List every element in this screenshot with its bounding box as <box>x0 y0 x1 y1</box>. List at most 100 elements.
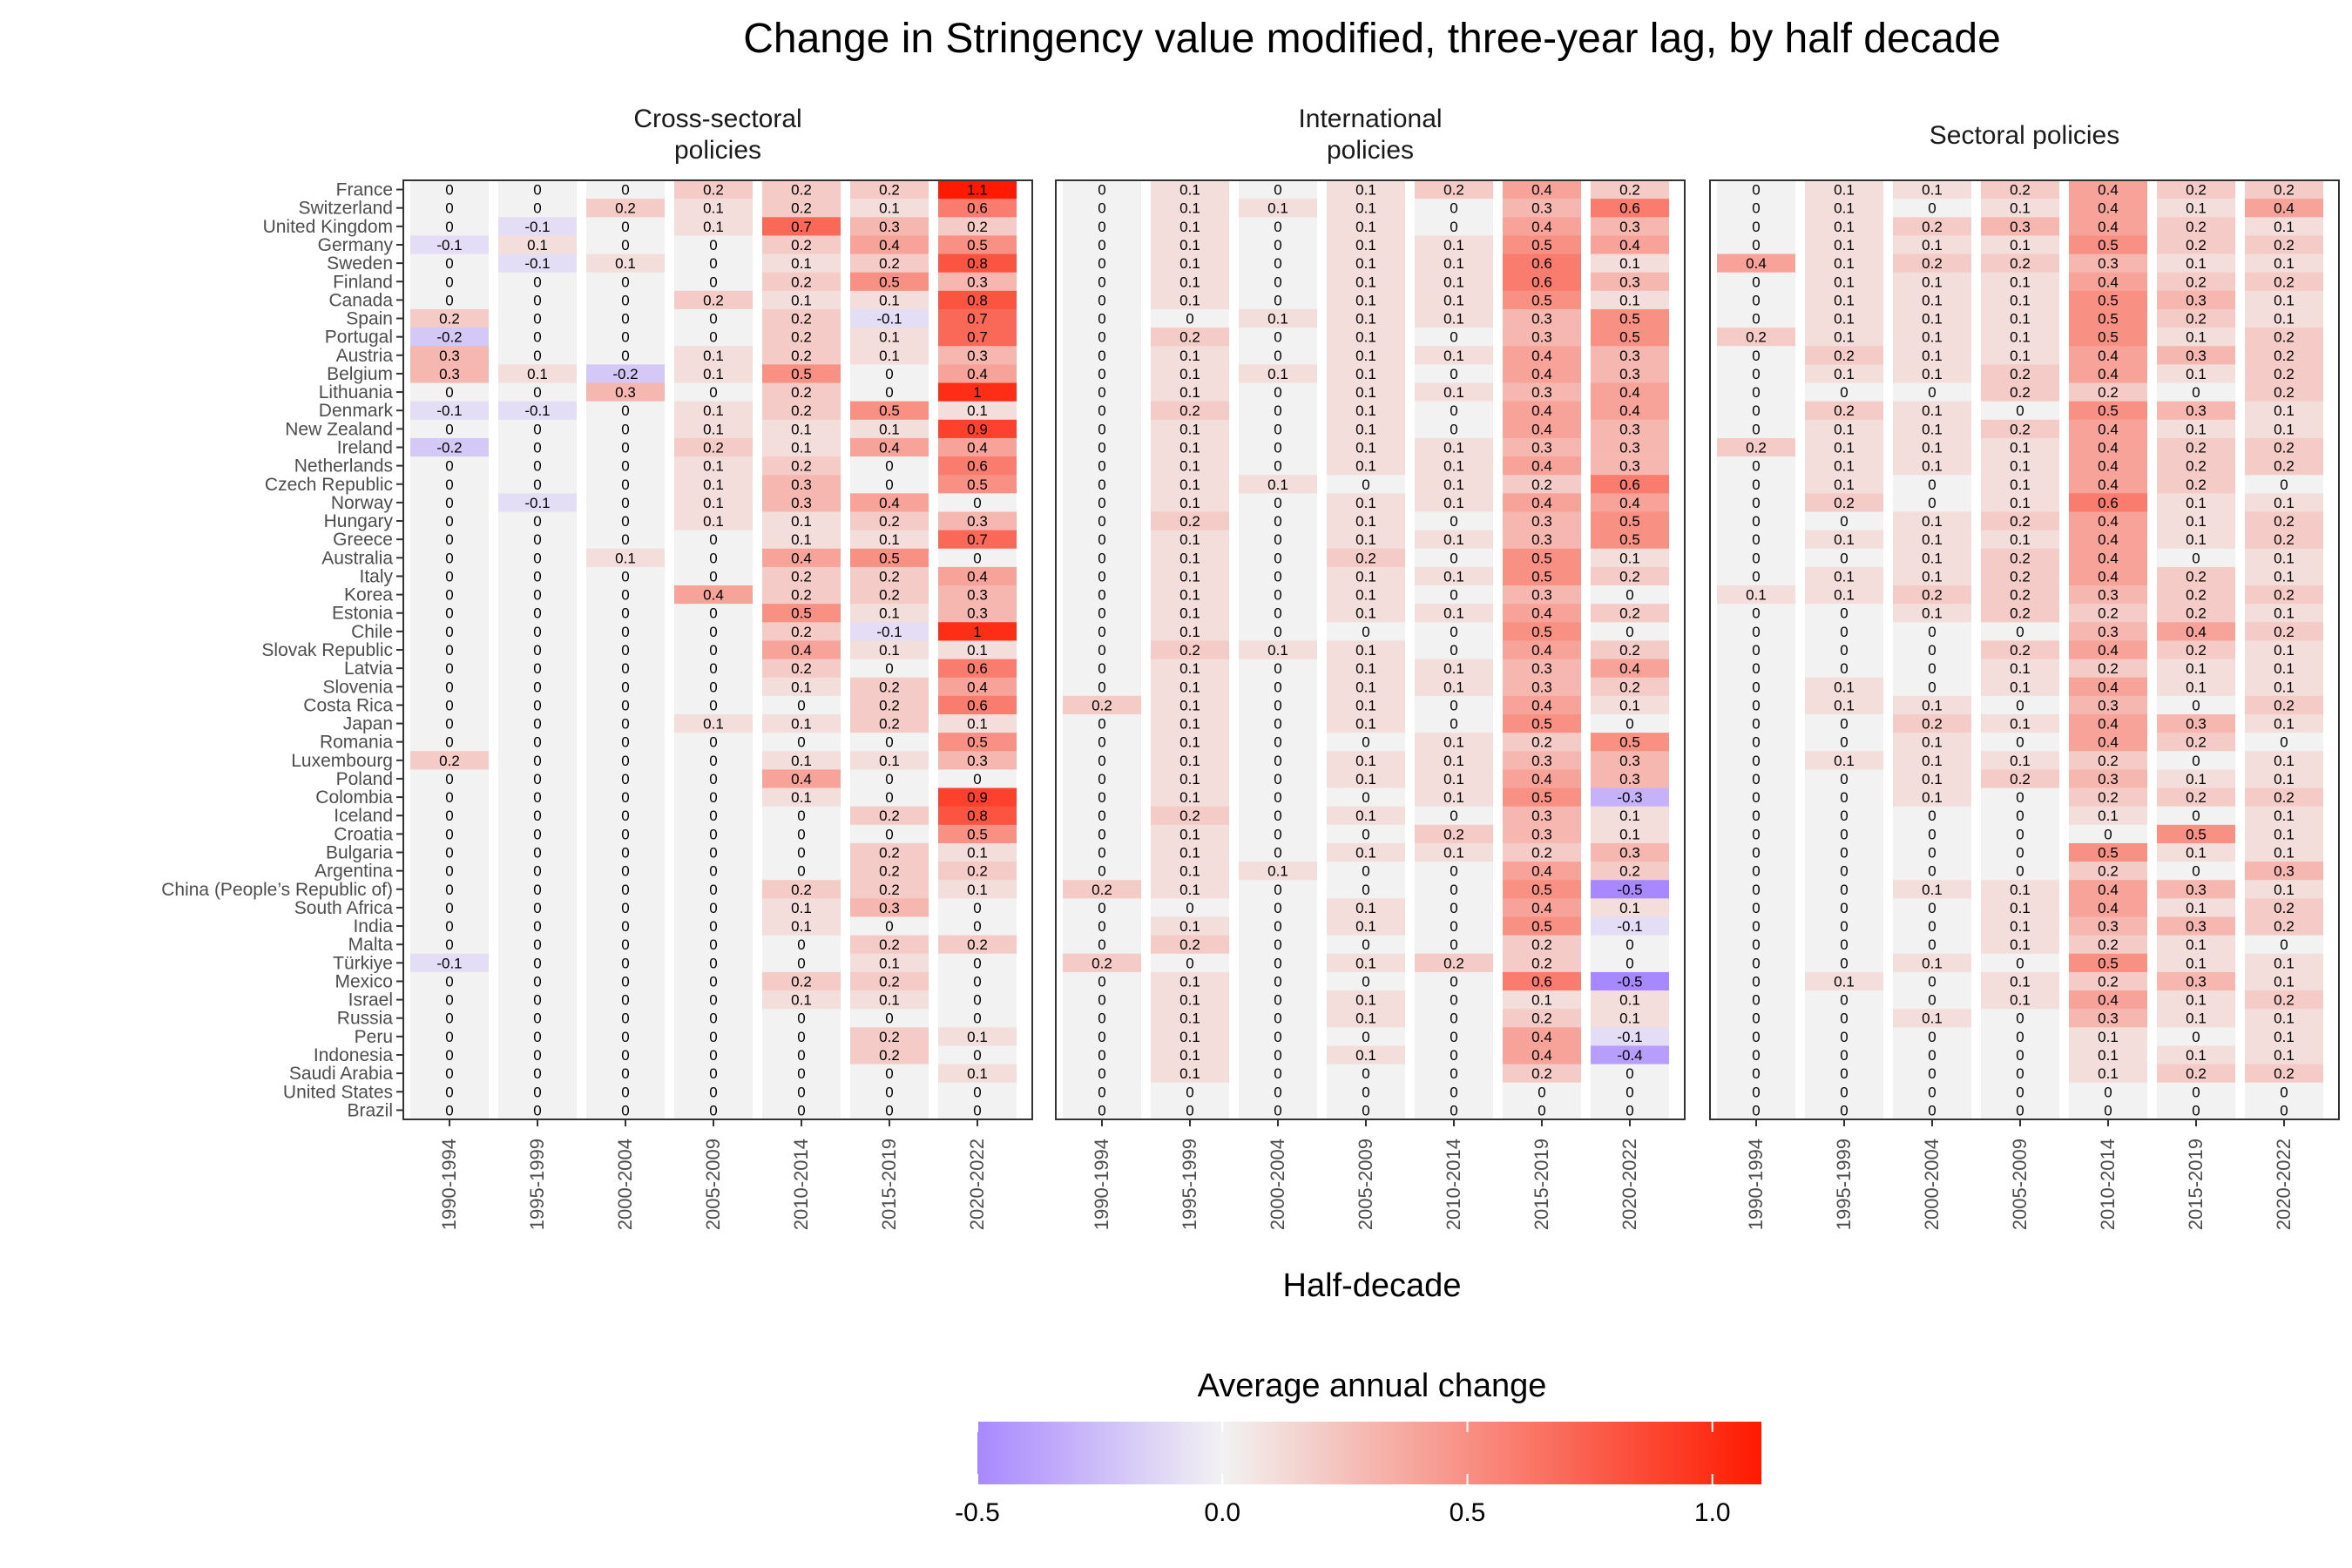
heatmap-cell <box>498 751 577 770</box>
heatmap-cell <box>850 253 929 274</box>
cell-value-label: 0.2 <box>2274 348 2295 364</box>
heatmap-cell <box>1151 382 1229 402</box>
heatmap-cell <box>1893 419 1971 439</box>
cell-value-label: 0.3 <box>1531 753 1552 769</box>
cell-value-label: 0 <box>1450 973 1457 990</box>
cell-value-label: 0 <box>1098 605 1105 622</box>
cell-value-label: 0.2 <box>2186 1065 2207 1082</box>
cell-value-label: 0 <box>533 771 541 787</box>
cell-value-label: 0.1 <box>703 495 724 511</box>
cell-value-label: 0.2 <box>791 882 812 898</box>
heatmap-cell <box>586 898 665 917</box>
heatmap-cell <box>1063 953 1141 973</box>
cell-value-label: 0.1 <box>1922 955 1943 971</box>
cell-value-label: 0.1 <box>1443 255 1464 272</box>
heatmap-cell <box>674 475 753 494</box>
cell-value-label: 0 <box>1752 366 1760 382</box>
heatmap-cell <box>1893 751 1971 770</box>
cell-value-label: 0 <box>621 1084 629 1100</box>
cell-value-label: 0.3 <box>2098 697 2119 713</box>
cell-value-label: 0 <box>621 900 629 916</box>
heatmap-cell <box>938 437 1017 457</box>
heatmap-cell <box>586 346 665 365</box>
heatmap-cell <box>938 382 1017 402</box>
cell-value-label: 0 <box>445 992 453 1009</box>
heatmap-cell <box>1805 769 1883 788</box>
cell-value-label: 0.2 <box>1092 882 1112 898</box>
cell-value-label: 0.2 <box>2274 274 2295 290</box>
cell-value-label: 0 <box>1752 421 1760 437</box>
heatmap-cell <box>2245 308 2323 328</box>
heatmap-cell <box>1151 971 1229 991</box>
cell-value-label: 0 <box>797 697 805 713</box>
heatmap-cell <box>410 346 489 365</box>
heatmap-cell <box>410 769 489 788</box>
cell-value-label: 0.4 <box>1746 255 1767 272</box>
heatmap-cell <box>1063 604 1141 623</box>
cell-value-label: 0 <box>1362 476 1369 493</box>
heatmap-cell <box>938 880 1017 899</box>
cell-value-label: 0 <box>885 1010 893 1027</box>
heatmap-cell <box>1805 456 1883 476</box>
heatmap-cell <box>1717 235 1795 254</box>
heatmap-cell <box>410 677 489 697</box>
cell-value-label: 0 <box>445 771 453 787</box>
cell-value-label: 0.1 <box>1355 311 1376 328</box>
heatmap-cell <box>2245 511 2323 531</box>
heatmap-cell <box>1893 733 1971 752</box>
cell-value-label: 0.2 <box>2274 182 2295 199</box>
heatmap-cell <box>1063 1082 1141 1102</box>
cell-value-label: -0.3 <box>1617 789 1642 806</box>
heatmap-cell <box>1151 566 1229 586</box>
cell-value-label: 0.1 <box>1619 550 1640 566</box>
cell-value-label: 0.1 <box>1922 697 1943 713</box>
cell-value-label: 0.1 <box>1355 753 1376 769</box>
cell-value-label: 0 <box>885 826 893 842</box>
cell-value-label: 0.5 <box>967 734 988 751</box>
cell-value-label: 0 <box>1928 624 1936 640</box>
cell-value-label: -0.2 <box>436 329 462 346</box>
cell-value-label: 0.1 <box>2274 955 2295 971</box>
cell-value-label: 0 <box>1098 476 1105 493</box>
cell-value-label: 0 <box>621 955 629 971</box>
country-label: Poland <box>336 769 393 789</box>
heatmap-cell <box>762 475 841 494</box>
cell-value-label: 0 <box>621 882 629 898</box>
heatmap-cell <box>938 695 1017 715</box>
heatmap-cell <box>586 290 665 310</box>
heatmap-cell <box>762 1045 841 1064</box>
cell-value-label: 0 <box>1840 845 1848 862</box>
cell-value-label: 0 <box>445 973 453 990</box>
heatmap-cell <box>2069 1100 2147 1120</box>
heatmap-cell <box>2069 566 2147 586</box>
heatmap-cell <box>1805 308 1883 328</box>
heatmap-cell <box>850 916 929 936</box>
heatmap-cell <box>1503 493 1581 512</box>
heatmap-cell <box>1415 916 1493 936</box>
heatmap-cell <box>410 640 489 659</box>
cell-value-label: 0.3 <box>2098 587 2119 604</box>
heatmap-cell <box>1327 733 1405 752</box>
heatmap-cell <box>2245 953 2323 973</box>
cell-value-label: 0.1 <box>1355 1010 1376 1027</box>
heatmap-cell <box>850 475 929 494</box>
heatmap-cell <box>1805 199 1883 218</box>
x-tick-label: 1990-1994 <box>1091 1139 1112 1230</box>
heatmap-cell <box>2245 530 2323 550</box>
heatmap-cell <box>586 1045 665 1064</box>
heatmap-cell <box>674 787 753 808</box>
cell-value-label: 0.2 <box>2274 624 2295 640</box>
cell-value-label: 0.3 <box>2186 402 2207 419</box>
cell-value-label: 0.2 <box>2186 587 2207 604</box>
heatmap-cell <box>2245 898 2323 917</box>
cell-value-label: 0.4 <box>1531 900 1552 916</box>
cell-value-label: 0 <box>1450 1065 1457 1082</box>
cell-value-label: 0 <box>1752 182 1760 199</box>
cell-value-label: 0 <box>1625 1084 1633 1100</box>
cell-value-label: 0 <box>445 458 453 475</box>
heatmap-cell <box>762 787 841 808</box>
cell-value-label: 0.1 <box>2274 660 2295 677</box>
heatmap-cell <box>674 659 753 679</box>
heatmap-cell <box>1151 346 1229 365</box>
heatmap-cell <box>1503 659 1581 679</box>
